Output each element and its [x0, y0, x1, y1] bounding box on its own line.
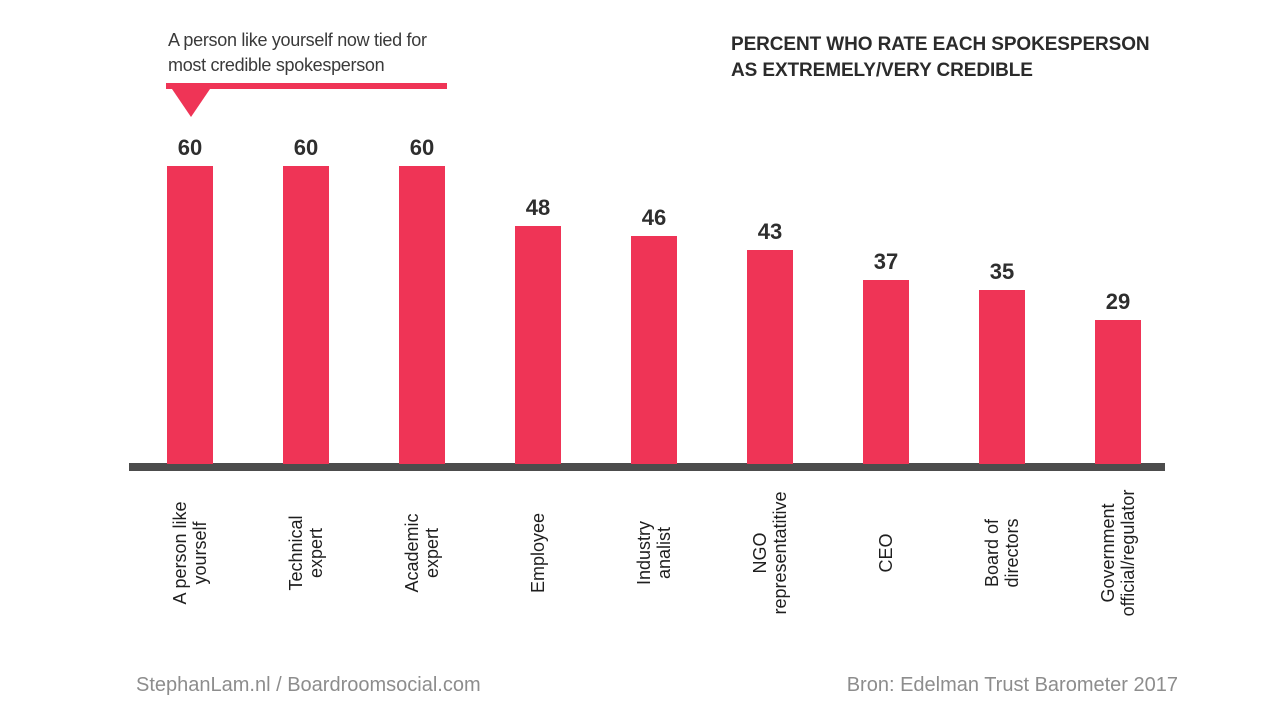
chart-title-line2: AS EXTREMELY/VERY CREDIBLE — [731, 60, 1033, 81]
bar — [863, 280, 909, 464]
bar-value-label: 48 — [525, 195, 551, 220]
annotation-text: A person like yourself now tied for most… — [168, 28, 508, 78]
x-axis-label: CEO — [876, 533, 896, 573]
footer-credit: StephanLam.nl / Boardroomsocial.com — [136, 674, 481, 696]
x-axis-label: A person like yourself — [170, 501, 210, 605]
arrow-down-icon — [172, 89, 210, 117]
bar — [167, 166, 213, 464]
bar-value-label: 43 — [757, 219, 783, 244]
x-axis-label: Employee — [528, 512, 548, 594]
bar — [399, 166, 445, 464]
bar-value-label: 60 — [293, 135, 319, 160]
x-axis-line — [129, 463, 1165, 471]
bar — [1095, 320, 1141, 464]
bar — [747, 250, 793, 464]
bar-value-label: 35 — [989, 259, 1015, 284]
chart-title: PERCENT WHO RATE EACH SPOKESPERSON AS EX… — [731, 32, 1191, 84]
bar-value-label: 60 — [177, 135, 203, 160]
bar-value-label: 37 — [873, 249, 899, 274]
bar — [515, 226, 561, 464]
bar — [631, 236, 677, 464]
bar — [283, 166, 329, 464]
footer-source: Bron: Edelman Trust Barometer 2017 — [846, 674, 1178, 696]
bar — [979, 290, 1025, 464]
chart-title-line1: PERCENT WHO RATE EACH SPOKESPERSON — [731, 34, 1150, 55]
x-axis-label: Academic expert — [402, 513, 442, 593]
x-axis-label: Industry analist — [634, 520, 674, 586]
x-axis-label: Board of directors — [982, 518, 1022, 588]
x-axis-label: Government official/regulator — [1098, 489, 1138, 617]
annotation-underline — [166, 83, 447, 89]
x-axis-label: NGO representatitive — [750, 491, 790, 615]
annotation-line1: A person like yourself now tied for — [168, 30, 427, 50]
bar-value-label: 46 — [641, 205, 667, 230]
bar-value-label: 29 — [1105, 289, 1131, 314]
x-axis-label: Technical expert — [286, 515, 326, 591]
annotation-line2: most credible spokesperson — [168, 55, 385, 75]
bar-value-label: 60 — [409, 135, 435, 160]
